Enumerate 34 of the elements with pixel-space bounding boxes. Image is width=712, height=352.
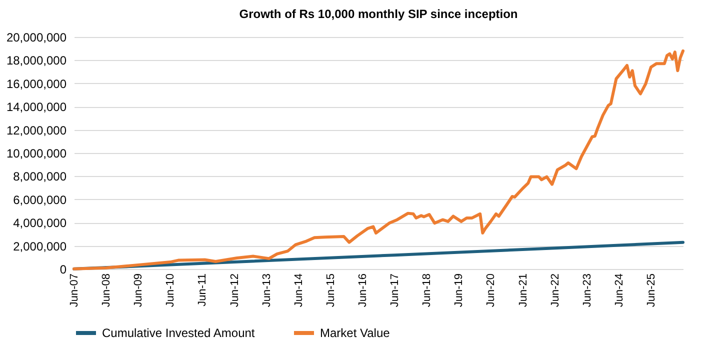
- y-tick-label: 18,000,000: [6, 54, 67, 68]
- x-tick-label: Jun-21: [517, 274, 530, 308]
- y-tick-label: 10,000,000: [6, 146, 67, 160]
- x-tick-label: Jun-18: [421, 274, 434, 308]
- x-tick-label: Jun-15: [324, 274, 337, 308]
- x-tick-label: Jun-14: [292, 274, 305, 308]
- x-tick-label: Jun-22: [549, 274, 562, 308]
- x-tick-label: Jun-16: [357, 274, 370, 308]
- y-tick-label: 4,000,000: [13, 216, 67, 230]
- y-tick-label: 6,000,000: [13, 192, 67, 207]
- x-tick-label: Jun-20: [485, 274, 498, 308]
- y-tick-label: 14,000,000: [6, 100, 67, 114]
- x-tick-label: Jun-17: [389, 274, 402, 308]
- line-series: [72, 49, 684, 270]
- legend-label: Market Value: [320, 326, 390, 340]
- x-tick-label: Jun-23: [581, 274, 594, 308]
- x-tick-label: Jun-19: [453, 274, 466, 308]
- y-tick-label: 20,000,000: [6, 30, 67, 44]
- legend-label: Cumulative Invested Amount: [102, 326, 256, 340]
- y-tick-label: 12,000,000: [6, 123, 67, 138]
- y-tick-label: 0: [60, 262, 67, 276]
- x-tick-label: Jun-10: [164, 274, 177, 308]
- x-tick-label: Jun-08: [100, 274, 113, 308]
- x-tick-label: Jun-13: [260, 274, 273, 308]
- x-tick-label: Jun-12: [228, 274, 241, 308]
- chart-title: Growth of Rs 10,000 monthly SIP since inception: [239, 7, 518, 21]
- x-tick-label: Jun-07: [68, 274, 80, 308]
- y-tick-label: 2,000,000: [13, 239, 67, 254]
- x-tick-label: Jun-09: [132, 274, 145, 308]
- x-tick-label: Jun-11: [196, 274, 209, 306]
- y-tick-label: 16,000,000: [6, 76, 67, 91]
- x-tick-label: Jun-25: [645, 274, 658, 308]
- x-tick-label: Jun-24: [613, 274, 626, 308]
- y-tick-label: 8,000,000: [13, 170, 67, 184]
